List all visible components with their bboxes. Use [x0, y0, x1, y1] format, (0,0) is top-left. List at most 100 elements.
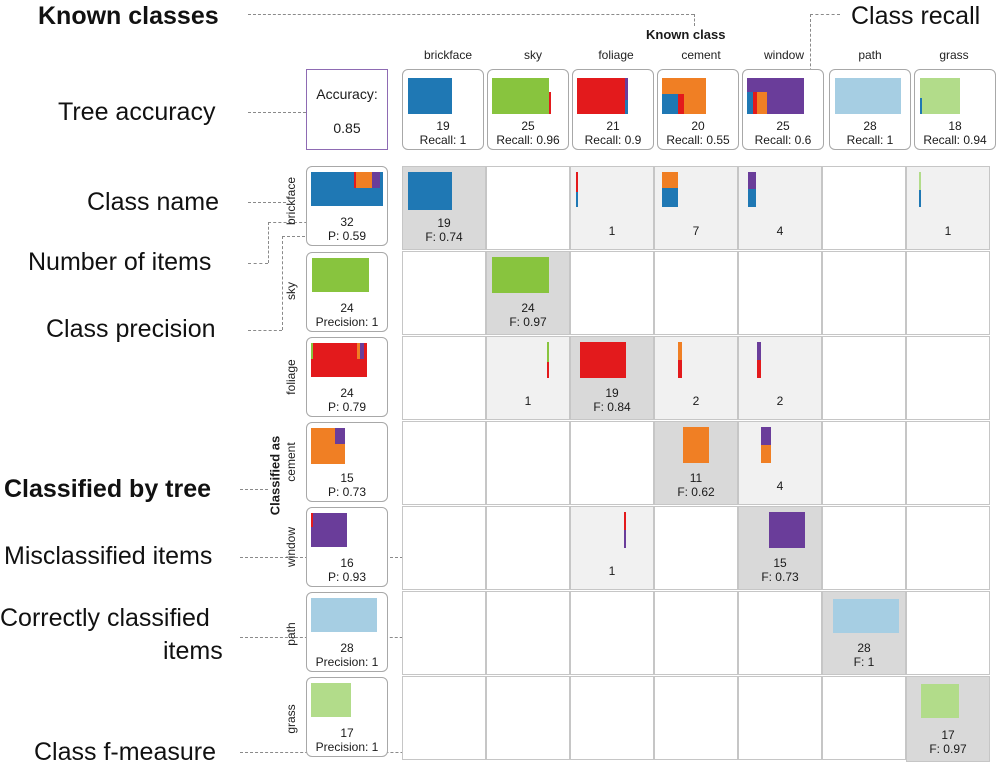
- recall-value: Recall: 1: [846, 133, 894, 147]
- annotation-classified-by-tree: Classified by tree: [4, 475, 212, 503]
- cell-bar: [919, 190, 921, 207]
- leader-class-precision-v: [282, 236, 283, 330]
- precision-card-sky: 24 Precision: 1: [306, 252, 388, 332]
- recall-bar-foliage-window: [625, 78, 628, 114]
- leader-number-of-items-h: [268, 222, 328, 223]
- col-label-foliage: foliage: [598, 48, 634, 62]
- cell-window-grass: [906, 506, 990, 590]
- recall-card-cement: 20 Recall: 0.55: [657, 69, 739, 150]
- cell-count: 11: [689, 471, 703, 485]
- cell-count: 1: [944, 224, 952, 238]
- leader-known-classes: [248, 14, 694, 15]
- col-label-sky: sky: [524, 48, 542, 62]
- cell-bar: [833, 599, 899, 633]
- precision-count: 24: [340, 386, 354, 400]
- cell-brickface-cement: 7: [654, 166, 738, 250]
- recall-bar-grass: [920, 78, 960, 114]
- recall-card-foliage: 21 Recall: 0.9: [572, 69, 654, 150]
- precision-bar-foliage-window: [360, 343, 364, 359]
- cell-foliage-sky: 1: [486, 336, 570, 420]
- cell-bar: [683, 427, 709, 463]
- row-label-brickface: brickface: [284, 176, 298, 226]
- cell-grass-cement: [654, 676, 738, 760]
- recall-bar-foliage: [577, 78, 625, 114]
- cell-bar: [748, 172, 756, 189]
- cell-bar: [547, 342, 549, 362]
- cell-bar: [408, 172, 452, 210]
- precision-card-brickface: 32 P: 0.59: [306, 166, 388, 246]
- annotation-class-recall: Class recall: [851, 2, 981, 30]
- cell-bar: [757, 360, 761, 378]
- cell-path-foliage: [570, 591, 654, 675]
- cell-cement-brickface: [402, 421, 486, 505]
- cell-bar: [547, 362, 549, 378]
- cell-f-measure: F: 0.62: [677, 485, 715, 499]
- cell-bar: [921, 684, 959, 718]
- cell-bar: [748, 189, 756, 207]
- recall-count: 21: [606, 119, 620, 133]
- recall-bar-grass-brick: [920, 98, 922, 114]
- cell-bar: [919, 172, 921, 190]
- cell-cement-window: 4: [738, 421, 822, 505]
- precision-bar-foliage-sky: [311, 343, 313, 359]
- annotation-correctly-classified-line1: Correctly classified: [0, 604, 210, 632]
- cell-cement-path: [822, 421, 906, 505]
- precision-count: 28: [340, 641, 354, 655]
- cell-window-sky: [486, 506, 570, 590]
- cell-cement-cement: 11 F: 0.62: [654, 421, 738, 505]
- precision-value: P: 0.79: [327, 400, 367, 414]
- precision-bar-brickface-cement: [356, 172, 372, 188]
- recall-value: Recall: 0.94: [923, 133, 987, 147]
- precision-card-cement: 15 P: 0.73: [306, 422, 388, 502]
- cell-foliage-foliage: 19 F: 0.84: [570, 336, 654, 420]
- cell-count: 28: [857, 641, 871, 655]
- cell-f-measure: F: 0.84: [593, 400, 631, 414]
- precision-count: 24: [340, 301, 354, 315]
- recall-value: Recall: 0.55: [666, 133, 730, 147]
- recall-card-sky: 25 Recall: 0.96: [487, 69, 569, 150]
- cell-count: 19: [605, 386, 619, 400]
- col-label-path: path: [858, 48, 882, 62]
- cell-bar: [678, 342, 682, 360]
- row-label-sky: sky: [284, 282, 298, 300]
- precision-bar-foliage-cement: [357, 343, 360, 359]
- recall-card-window: 25 Recall: 0.6: [742, 69, 824, 150]
- classified-as-title: Classified as: [267, 435, 283, 516]
- col-label-cement: cement: [681, 48, 721, 62]
- cell-bar: [492, 257, 549, 293]
- cell-cement-grass: [906, 421, 990, 505]
- cell-path-grass: [906, 591, 990, 675]
- cell-window-cement: [654, 506, 738, 590]
- recall-bar-path: [835, 78, 901, 114]
- cell-f-measure: F: 0.97: [929, 742, 967, 756]
- cell-path-sky: [486, 591, 570, 675]
- precision-count: 17: [340, 726, 354, 740]
- cell-sky-foliage: [570, 251, 654, 335]
- annotation-correctly-classified-line2: items: [163, 637, 223, 665]
- precision-card-grass: 17 Precision: 1: [306, 677, 388, 757]
- cell-f-measure: F: 1: [853, 655, 875, 669]
- annotation-known-classes: Known classes: [38, 2, 219, 30]
- cell-foliage-grass: [906, 336, 990, 420]
- precision-bar-sky: [312, 258, 369, 292]
- leader-tree-accuracy: [248, 112, 306, 113]
- cell-count: 1: [524, 394, 532, 408]
- cell-f-measure: F: 0.73: [761, 570, 799, 584]
- cell-bar: [769, 512, 805, 548]
- cell-brickface-grass: 1: [906, 166, 990, 250]
- row-label-cement: cement: [284, 442, 298, 482]
- precision-count: 32: [340, 215, 354, 229]
- recall-value: Recall: 1: [419, 133, 467, 147]
- row-label-foliage: foliage: [284, 359, 298, 395]
- annotation-misclassified-items: Misclassified items: [4, 542, 213, 570]
- recall-value: Recall: 0.96: [496, 133, 560, 147]
- accuracy-label: Accuracy:: [316, 86, 378, 102]
- cell-brickface-sky: [486, 166, 570, 250]
- cell-f-measure: F: 0.74: [425, 230, 463, 244]
- cell-count: 24: [521, 301, 535, 315]
- col-label-brickface: brickface: [423, 48, 473, 62]
- col-label-window: window: [763, 48, 805, 62]
- leader-known-classes-drop: [694, 14, 695, 26]
- cell-count: 17: [941, 728, 955, 742]
- recall-bar-brickface: [408, 78, 452, 114]
